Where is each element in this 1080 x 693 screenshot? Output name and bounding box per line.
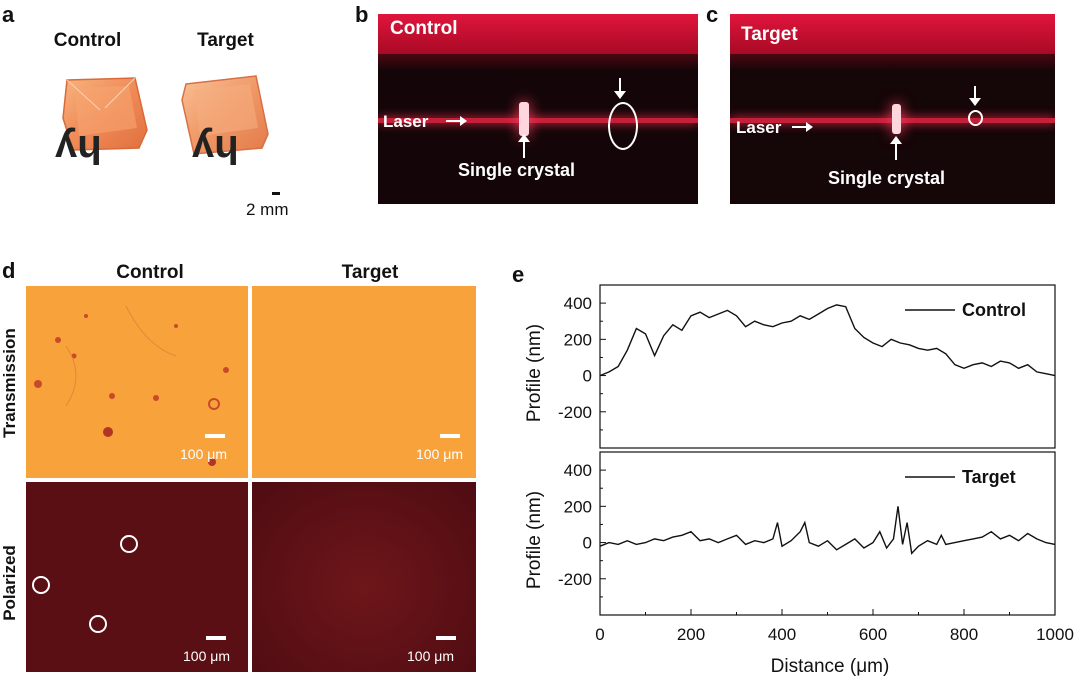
panel-a-scale-label: 2 mm xyxy=(246,200,289,219)
panel-a-target-title: Target xyxy=(197,30,254,51)
x-axis-label: Distance (μm) xyxy=(771,656,890,677)
scale-bar xyxy=(205,434,225,438)
panel-label-c: c xyxy=(706,2,719,27)
panel-b-laser-photo xyxy=(378,14,698,204)
y-tick-label: 400 xyxy=(564,294,592,313)
x-tick-label: 0 xyxy=(595,625,604,644)
control-crystal-photo xyxy=(55,70,155,230)
legend-label: Control xyxy=(962,300,1026,320)
series-line-target xyxy=(599,506,1056,555)
y-axis-label-top: Profile (nm) xyxy=(524,324,545,422)
panel-b-laser-label: Laser xyxy=(383,112,429,131)
chart-axes xyxy=(599,284,1056,616)
chart-lines xyxy=(599,304,1056,555)
y-tick-label: 0 xyxy=(583,367,592,386)
panel-label-d: d xyxy=(2,258,16,283)
x-tick-label: 1000 xyxy=(1036,625,1074,644)
x-tick-label: 600 xyxy=(859,625,887,644)
y-tick-label: 200 xyxy=(564,497,592,516)
y-axis-label-bottom: Profile (nm) xyxy=(524,491,545,589)
x-tick-label: 400 xyxy=(768,625,796,644)
defect-marker-circle xyxy=(32,576,50,594)
target-crystal-photo xyxy=(180,70,280,230)
panel-label-b: b xyxy=(355,2,369,27)
y-tick-label: -200 xyxy=(558,570,592,589)
panel-d-row-transmission: Transmission xyxy=(0,328,19,438)
micrograph-target-polarized xyxy=(252,482,476,672)
scale-bar-label: 100 μm xyxy=(416,446,463,462)
defect-marker-circle xyxy=(89,615,107,633)
panel-c-crystal-label: Single crystal xyxy=(828,168,946,188)
panel-d-col-target: Target xyxy=(341,262,399,283)
panel-d-row-polarized: Polarized xyxy=(0,545,19,621)
micrograph-control-polarized xyxy=(26,482,248,672)
scale-bar xyxy=(206,636,226,640)
target-letters: hy xyxy=(192,127,239,171)
micrograph-control-transmission xyxy=(26,286,248,478)
x-tick-label: 200 xyxy=(677,625,705,644)
y-tick-label: -200 xyxy=(558,403,592,422)
panel-b-crystal-label: Single crystal xyxy=(458,160,576,180)
series-line-control xyxy=(599,304,1056,377)
panel-c-title: Target xyxy=(741,24,798,45)
panel-a-scale-bar xyxy=(272,192,280,195)
x-tick-label: 800 xyxy=(950,625,978,644)
chart-legend: Control Target xyxy=(905,300,1026,487)
panel-label-e: e xyxy=(512,262,525,287)
y-tick-label: 200 xyxy=(564,330,592,349)
scale-bar-label: 100 μm xyxy=(180,446,227,462)
scale-bar-label: 100 μm xyxy=(407,648,454,664)
scale-bar xyxy=(436,636,456,640)
panel-label-a: a xyxy=(2,2,15,27)
y-tick-label: 0 xyxy=(583,534,592,553)
micrograph-target-transmission xyxy=(252,286,476,478)
panel-c-laser-label: Laser xyxy=(736,118,782,137)
control-letters: hy xyxy=(55,127,102,171)
panel-b-title: Control xyxy=(390,18,458,39)
scale-bar xyxy=(440,434,460,438)
y-tick-label: 400 xyxy=(564,461,592,480)
scale-bar-label: 100 μm xyxy=(183,648,230,664)
defect-marker-circle xyxy=(120,535,138,553)
plot-frame xyxy=(599,284,1056,449)
panel-a-control-title: Control xyxy=(53,30,122,51)
panel-d-col-control: Control xyxy=(116,262,184,283)
legend-label: Target xyxy=(962,467,1016,487)
chart-ticks: -200 0 200 400 -200 0 200 400 0 200 400 600 800 1000 xyxy=(558,294,1074,644)
panel-c-laser-photo xyxy=(730,14,1055,204)
